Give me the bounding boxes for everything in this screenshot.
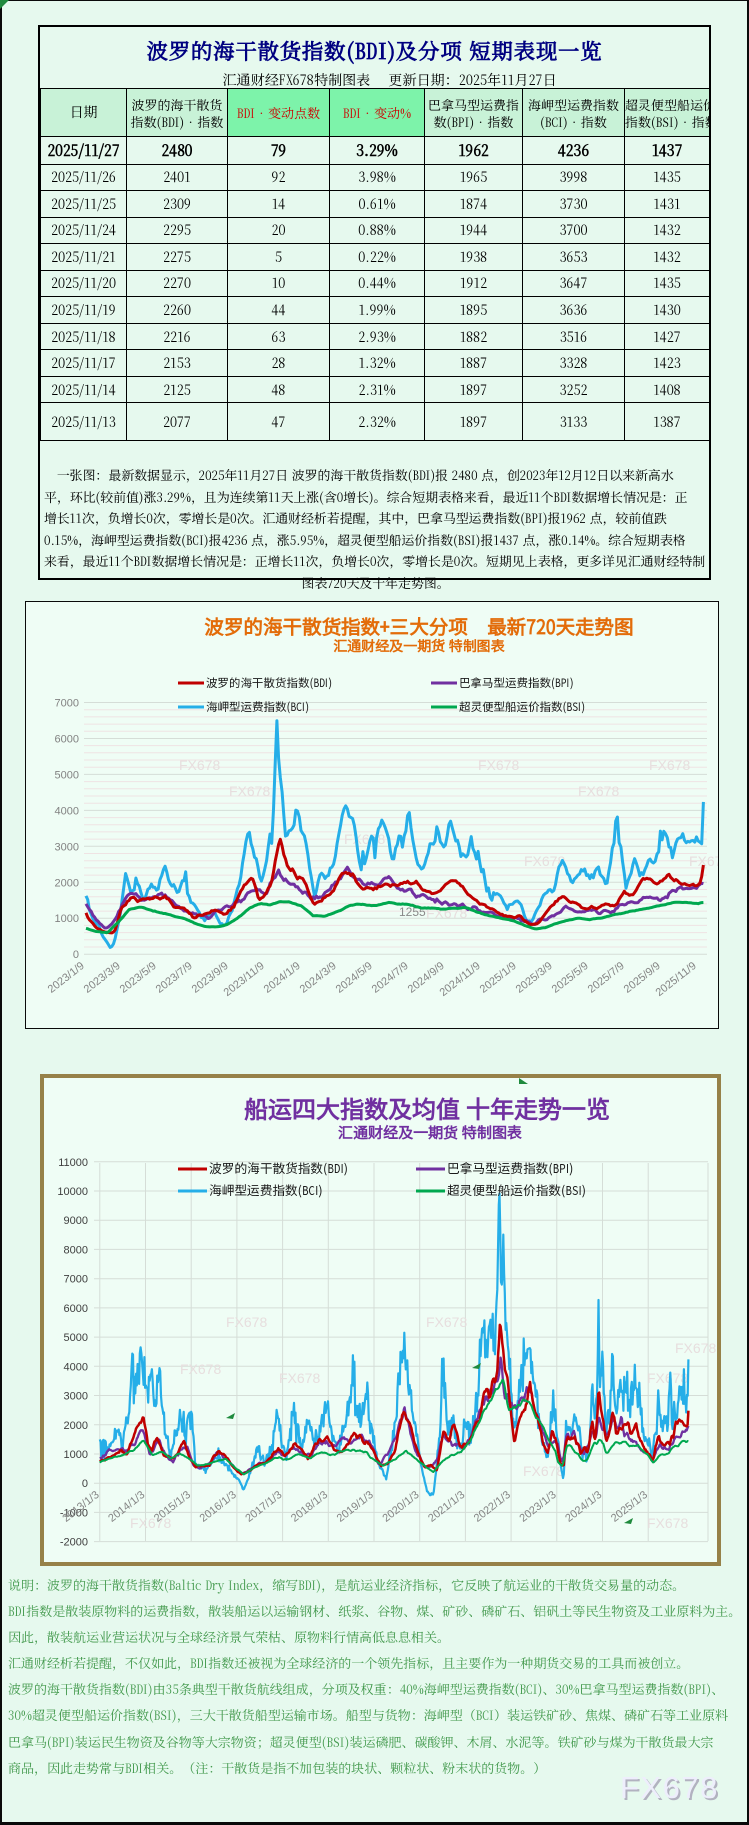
svg-text:海岬型运费指数(BCI): 海岬型运费指数(BCI) bbox=[206, 699, 309, 715]
svg-text:巴拿马型运费指数(BPI): 巴拿马型运费指数(BPI) bbox=[459, 675, 574, 691]
svg-text:11000: 11000 bbox=[58, 1157, 88, 1169]
svg-text:超灵便型船运价指数(BSI): 超灵便型船运价指数(BSI) bbox=[459, 699, 585, 715]
svg-text:FX678: FX678 bbox=[229, 783, 270, 799]
svg-text:2025/3/9: 2025/3/9 bbox=[514, 960, 555, 996]
svg-text:2018/1/3: 2018/1/3 bbox=[289, 1489, 330, 1525]
svg-text:4000: 4000 bbox=[64, 1361, 88, 1373]
svg-text:2024/5/9: 2024/5/9 bbox=[334, 960, 375, 996]
svg-text:2024/3/9: 2024/3/9 bbox=[298, 960, 339, 996]
svg-text:2015/1/3: 2015/1/3 bbox=[152, 1489, 193, 1525]
svg-text:FX678: FX678 bbox=[647, 1515, 688, 1531]
svg-text:10000: 10000 bbox=[57, 1186, 88, 1198]
svg-text:9000: 9000 bbox=[64, 1215, 88, 1227]
svg-text:FX678: FX678 bbox=[578, 783, 619, 799]
svg-text:1000: 1000 bbox=[55, 913, 79, 925]
svg-text:2025/1/9: 2025/1/9 bbox=[478, 960, 519, 996]
svg-text:FX678: FX678 bbox=[344, 831, 385, 847]
svg-text:FX678: FX678 bbox=[180, 1361, 221, 1377]
svg-text:5000: 5000 bbox=[55, 769, 79, 781]
svg-text:2025/1/3: 2025/1/3 bbox=[609, 1489, 650, 1525]
svg-text:FX678: FX678 bbox=[130, 1515, 171, 1531]
svg-text:2023/3/9: 2023/3/9 bbox=[82, 960, 123, 996]
svg-text:2024/11/9: 2024/11/9 bbox=[438, 960, 483, 999]
svg-text:0: 0 bbox=[73, 949, 79, 961]
svg-text:2023/1/3: 2023/1/3 bbox=[518, 1489, 559, 1525]
svg-text:2023/5/9: 2023/5/9 bbox=[118, 960, 159, 996]
svg-text:5000: 5000 bbox=[64, 1332, 88, 1344]
svg-text:FX678: FX678 bbox=[179, 757, 220, 773]
svg-text:1000: 1000 bbox=[64, 1449, 88, 1461]
svg-text:2023/1/9: 2023/1/9 bbox=[46, 960, 87, 996]
svg-text:2020/1/3: 2020/1/3 bbox=[380, 1489, 421, 1525]
svg-text:FX678: FX678 bbox=[226, 1314, 267, 1330]
svg-text:FX678: FX678 bbox=[675, 1340, 716, 1356]
svg-text:-2000: -2000 bbox=[60, 1537, 88, 1549]
svg-text:7000: 7000 bbox=[64, 1274, 88, 1286]
svg-text:巴拿马型运费指数(BPI): 巴拿马型运费指数(BPI) bbox=[447, 1158, 573, 1177]
svg-text:FX678: FX678 bbox=[649, 757, 690, 773]
svg-text:6000: 6000 bbox=[64, 1303, 88, 1315]
svg-text:FX678: FX678 bbox=[478, 757, 519, 773]
svg-text:3000: 3000 bbox=[64, 1391, 88, 1403]
svg-text:波罗的海干散货指数(BDI): 波罗的海干散货指数(BDI) bbox=[209, 1158, 348, 1177]
svg-text:2000: 2000 bbox=[55, 877, 79, 889]
svg-text:FX678: FX678 bbox=[426, 1314, 467, 1330]
svg-text:2016/1/3: 2016/1/3 bbox=[198, 1489, 239, 1525]
svg-text:8000: 8000 bbox=[64, 1244, 88, 1256]
svg-text:-1000: -1000 bbox=[60, 1507, 88, 1519]
svg-text:2024/1/9: 2024/1/9 bbox=[262, 960, 303, 996]
svg-text:0: 0 bbox=[82, 1478, 88, 1490]
svg-text:超灵便型船运价指数(BSI): 超灵便型船运价指数(BSI) bbox=[447, 1180, 586, 1199]
svg-text:波罗的海干散货指数(BDI): 波罗的海干散货指数(BDI) bbox=[206, 675, 332, 691]
svg-text:7000: 7000 bbox=[55, 698, 79, 710]
svg-text:2025/7/9: 2025/7/9 bbox=[586, 960, 627, 996]
svg-text:2023/11/9: 2023/11/9 bbox=[222, 960, 267, 999]
svg-text:FX678: FX678 bbox=[647, 1370, 688, 1386]
svg-text:2023/7/9: 2023/7/9 bbox=[154, 960, 195, 996]
svg-text:6000: 6000 bbox=[55, 734, 79, 746]
svg-text:2019/1/3: 2019/1/3 bbox=[335, 1489, 376, 1525]
svg-text:FX678: FX678 bbox=[524, 853, 565, 869]
svg-text:2024/7/9: 2024/7/9 bbox=[370, 960, 411, 996]
svg-text:海岬型运费指数(BCI): 海岬型运费指数(BCI) bbox=[209, 1180, 323, 1199]
svg-text:2022/1/3: 2022/1/3 bbox=[472, 1489, 513, 1525]
svg-text:FX678: FX678 bbox=[689, 853, 718, 869]
svg-text:3000: 3000 bbox=[55, 841, 79, 853]
svg-text:2025/5/9: 2025/5/9 bbox=[550, 960, 591, 996]
svg-text:4000: 4000 bbox=[55, 805, 79, 817]
svg-text:2025/11/9: 2025/11/9 bbox=[654, 960, 699, 999]
svg-text:FX678: FX678 bbox=[523, 1463, 564, 1479]
svg-text:2024/1/3: 2024/1/3 bbox=[563, 1489, 604, 1525]
svg-text:2000: 2000 bbox=[64, 1420, 88, 1432]
svg-text:FX678: FX678 bbox=[279, 1370, 320, 1386]
svg-text:2017/1/3: 2017/1/3 bbox=[243, 1489, 284, 1525]
